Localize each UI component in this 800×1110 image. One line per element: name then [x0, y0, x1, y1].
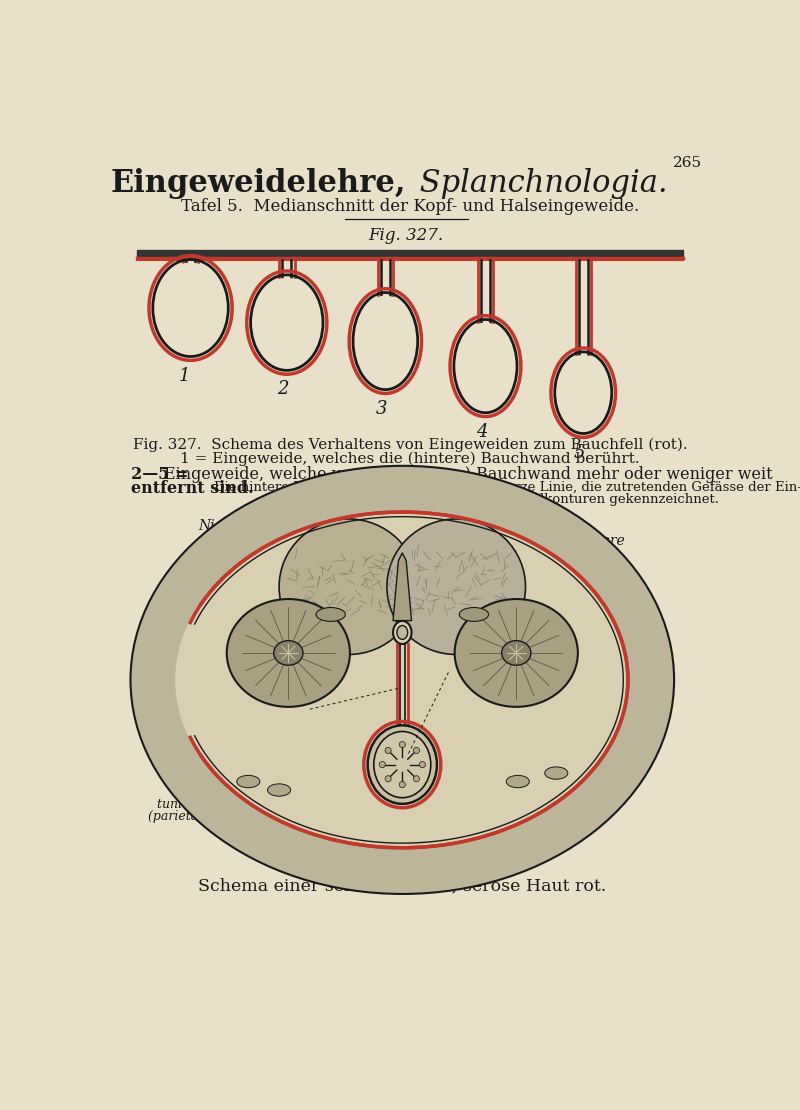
- Text: mesenterium: mesenterium: [452, 666, 541, 678]
- Text: Fig. 327.  Schema des Verhaltens von Eingeweiden zum Bauchfell (rot).: Fig. 327. Schema des Verhaltens von Eing…: [133, 437, 687, 452]
- Text: 2: 2: [277, 381, 289, 398]
- Text: tunica serosa: tunica serosa: [437, 819, 522, 832]
- Ellipse shape: [506, 776, 530, 788]
- Ellipse shape: [279, 519, 418, 655]
- Text: geweide sind durch geschlängelte Doppelkonturen gekennzeichnet.: geweide sind durch geschlängelte Doppelk…: [264, 493, 718, 506]
- Text: 265: 265: [673, 157, 702, 170]
- Ellipse shape: [316, 607, 346, 622]
- Ellipse shape: [399, 741, 406, 748]
- Ellipse shape: [399, 781, 406, 788]
- Ellipse shape: [356, 295, 414, 386]
- Ellipse shape: [130, 466, 674, 894]
- Ellipse shape: [374, 731, 430, 798]
- Ellipse shape: [558, 355, 609, 431]
- Ellipse shape: [156, 263, 226, 353]
- Ellipse shape: [385, 747, 391, 754]
- Text: lamina mesenterii: lamina mesenterii: [222, 696, 336, 709]
- Ellipse shape: [267, 784, 290, 796]
- Text: 1: 1: [178, 366, 190, 384]
- Text: Eingeweidelehre,: Eingeweidelehre,: [110, 168, 406, 199]
- Ellipse shape: [274, 640, 303, 665]
- Ellipse shape: [454, 599, 578, 707]
- Ellipse shape: [385, 776, 391, 781]
- Ellipse shape: [237, 776, 260, 788]
- Ellipse shape: [414, 776, 419, 781]
- Text: Darm: Darm: [308, 835, 350, 849]
- Ellipse shape: [148, 484, 657, 876]
- Ellipse shape: [133, 468, 672, 891]
- Text: Tafel 5.  Medianschnitt der Kopf- und Halseingeweide.: Tafel 5. Medianschnitt der Kopf- und Hal…: [181, 198, 639, 215]
- Ellipse shape: [397, 626, 408, 639]
- Ellipse shape: [156, 492, 649, 868]
- Ellipse shape: [141, 476, 664, 884]
- Text: Eingeweide, welche von der (hintern) Bauchwand mehr oder weniger weit: Eingeweide, welche von der (hintern) Bau…: [163, 466, 772, 483]
- Text: Niere: Niere: [198, 518, 238, 533]
- Ellipse shape: [545, 767, 568, 779]
- Text: Splanchnologia.: Splanchnologia.: [410, 168, 668, 199]
- Text: tunica serosa: tunica serosa: [158, 798, 242, 811]
- Ellipse shape: [226, 599, 350, 707]
- Ellipse shape: [379, 761, 386, 768]
- Text: (viscerales Blatt): (viscerales Blatt): [433, 832, 541, 845]
- Text: 1 = Eingeweide, welches die (hintere) Bauchwand berührt.: 1 = Eingeweide, welches die (hintere) Ba…: [180, 451, 640, 465]
- Text: 3: 3: [376, 400, 387, 417]
- Text: Fig. 327.: Fig. 327.: [369, 228, 444, 244]
- Text: propria: propria: [237, 710, 284, 724]
- Text: Niere: Niere: [586, 534, 626, 548]
- Ellipse shape: [419, 761, 426, 768]
- Text: Die hintere Bauchwand ist durch eine schwarze Linie, die zutretenden Gefässe der: Die hintere Bauchwand ist durch eine sch…: [214, 481, 800, 494]
- Text: 4: 4: [476, 423, 487, 441]
- Ellipse shape: [457, 323, 514, 410]
- Text: 5: 5: [574, 444, 585, 462]
- Ellipse shape: [502, 640, 531, 665]
- Text: 2—5 =: 2—5 =: [131, 466, 189, 483]
- Ellipse shape: [414, 747, 419, 754]
- Ellipse shape: [393, 620, 411, 644]
- Ellipse shape: [254, 278, 320, 367]
- Text: aorta: aorta: [258, 652, 293, 665]
- PathPatch shape: [393, 553, 411, 620]
- Ellipse shape: [387, 519, 526, 655]
- Ellipse shape: [368, 725, 437, 804]
- Text: entfernt sind.: entfernt sind.: [131, 481, 254, 497]
- Ellipse shape: [175, 511, 630, 849]
- Ellipse shape: [459, 607, 489, 622]
- Text: (parietales Blatt): (parietales Blatt): [148, 810, 256, 824]
- Text: Fig. 328.: Fig. 328.: [365, 856, 440, 874]
- Text: Schema einer serösen Höhle; seröse Haut rot.: Schema einer serösen Höhle; seröse Haut …: [198, 878, 606, 895]
